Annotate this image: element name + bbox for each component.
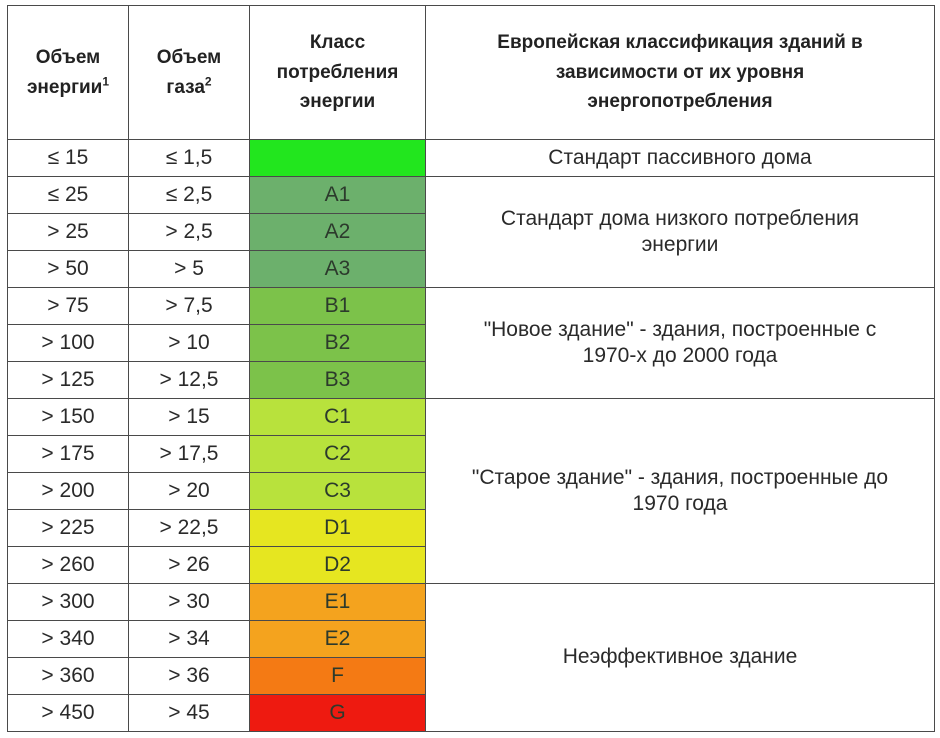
energy-class-table: Объем энергии1 Объем газа2 Класс потребл… — [7, 5, 935, 732]
header-desc-line3: энергопотребления — [587, 91, 773, 113]
table-row: > 150 > 15 C1 "Старое здание" - здания, пос… — [7, 398, 935, 584]
gas-volume-cell: > 30 — [128, 583, 250, 621]
gas-volume-cell: > 15 — [128, 398, 250, 436]
header-gas-line2: газа — [166, 76, 205, 98]
table-body: ≤ 15 ≤ 1,5 Стандарт пассивного дома ≤ 25 ≤ 2… — [7, 139, 935, 732]
gas-volume-cell: > 17,5 — [128, 435, 250, 473]
description-line: 1970 года — [632, 492, 728, 515]
classification-description: Стандарт дома низкого потребления энергии — [425, 176, 935, 288]
gas-volume-cell: > 22,5 — [128, 509, 250, 547]
description-line: 1970-х до 2000 года — [582, 344, 778, 367]
energy-class-cell: B1 — [249, 287, 426, 325]
energy-volume-cell: > 75 — [7, 287, 129, 325]
header-class-line3: энергии — [299, 91, 376, 113]
header-desc-line2: зависимости от их уровня — [555, 61, 805, 83]
table-row: > 340 > 34 E2 — [7, 620, 935, 658]
energy-class-cell: A3 — [249, 250, 426, 288]
energy-volume-cell: ≤ 15 — [7, 139, 129, 177]
energy-volume-cell: > 100 — [7, 324, 129, 362]
classification-description: Неэффективное здание — [425, 583, 935, 732]
energy-class-cell: A2 — [249, 213, 426, 251]
gas-volume-cell: > 20 — [128, 472, 250, 510]
table-row: > 100 > 10 B2 — [7, 324, 935, 362]
table-row: > 200 > 20 C3 — [7, 472, 935, 510]
energy-volume-cell: > 340 — [7, 620, 129, 658]
classification-description: Стандарт пассивного дома — [425, 139, 935, 177]
description-line: энергии — [641, 233, 719, 256]
description-line: Стандарт дома низкого потребления — [500, 206, 860, 230]
energy-class-cell: E1 — [249, 583, 426, 621]
table-row: > 175 > 17,5 C2 — [7, 435, 935, 473]
gas-volume-cell: > 45 — [128, 694, 250, 732]
footnote-2: 2 — [204, 74, 212, 89]
table-row: ≤ 15 ≤ 1,5 Стандарт пассивного дома — [7, 139, 935, 177]
gas-volume-cell: > 2,5 — [128, 213, 250, 251]
table-row: > 450 > 45 G — [7, 694, 935, 732]
gas-volume-cell: > 7,5 — [128, 287, 250, 325]
header-gas-volume: Объем газа2 — [128, 5, 250, 140]
header-gas-line1: Объем — [156, 47, 222, 69]
energy-volume-cell: > 260 — [7, 546, 129, 584]
header-energy-class: Класс потребления энергии — [249, 5, 426, 140]
header-energy-volume: Объем энергии1 — [7, 5, 129, 140]
table-row: > 225 > 22,5 D1 — [7, 509, 935, 547]
gas-volume-cell: > 12,5 — [128, 361, 250, 399]
energy-volume-cell: > 50 — [7, 250, 129, 288]
classification-description: "Старое здание" - здания, построенные до… — [425, 398, 935, 584]
energy-volume-cell: > 225 — [7, 509, 129, 547]
header-row: Объем энергии1 Объем газа2 Класс потребл… — [7, 5, 935, 140]
energy-class-cell: D1 — [249, 509, 426, 547]
energy-class-cell: E2 — [249, 620, 426, 658]
energy-class-cell: D2 — [249, 546, 426, 584]
table-row: > 125 > 12,5 B3 — [7, 361, 935, 399]
energy-class-cell: G — [249, 694, 426, 732]
description-line: Неэффективное здание — [562, 645, 798, 669]
table-row: > 50 > 5 A3 — [7, 250, 935, 288]
energy-class-cell: F — [249, 657, 426, 695]
energy-volume-cell: > 150 — [7, 398, 129, 436]
table-row: > 25 > 2,5 A2 — [7, 213, 935, 251]
energy-volume-cell: > 25 — [7, 213, 129, 251]
header-class-line1: Класс — [309, 32, 366, 54]
energy-volume-cell: > 125 — [7, 361, 129, 399]
energy-class-cell: B3 — [249, 361, 426, 399]
header-classification: Европейская классификация зданий в завис… — [425, 5, 935, 140]
energy-volume-cell: > 450 — [7, 694, 129, 732]
header-energy-line2: энергии — [26, 76, 103, 98]
energy-class-cell — [249, 139, 426, 177]
gas-volume-cell: > 36 — [128, 657, 250, 695]
gas-volume-cell: > 10 — [128, 324, 250, 362]
energy-class-cell: C3 — [249, 472, 426, 510]
energy-class-cell: C2 — [249, 435, 426, 473]
gas-volume-cell: > 5 — [128, 250, 250, 288]
gas-volume-cell: ≤ 1,5 — [128, 139, 250, 177]
energy-class-cell: A1 — [249, 176, 426, 214]
energy-class-cell: B2 — [249, 324, 426, 362]
energy-volume-cell: > 200 — [7, 472, 129, 510]
table-row: > 300 > 30 E1 Неэффективное здание — [7, 583, 935, 732]
classification-description: "Новое здание" - здания, построенные с 19… — [425, 287, 935, 399]
table-row: > 75 > 7,5 B1 "Новое здание" - здания, пост… — [7, 287, 935, 399]
gas-volume-cell: > 26 — [128, 546, 250, 584]
energy-volume-cell: > 300 — [7, 583, 129, 621]
energy-volume-cell: > 175 — [7, 435, 129, 473]
gas-volume-cell: ≤ 2,5 — [128, 176, 250, 214]
description-line: "Новое здание" - здания, построенные с — [483, 317, 877, 341]
header-desc-line1: Европейская классификация зданий в — [497, 32, 863, 54]
energy-class-cell: C1 — [249, 398, 426, 436]
header-class-line2: потребления — [276, 61, 399, 83]
description-line: "Старое здание" - здания, построенные до — [471, 465, 889, 489]
header-energy-line1: Объем — [35, 47, 101, 69]
energy-volume-cell: > 360 — [7, 657, 129, 695]
description-line: Стандарт пассивного дома — [548, 145, 812, 169]
table-row: ≤ 25 ≤ 2,5 A1 Стандарт дома низкого потребл… — [7, 176, 935, 288]
energy-volume-cell: ≤ 25 — [7, 176, 129, 214]
footnote-1: 1 — [102, 74, 110, 89]
gas-volume-cell: > 34 — [128, 620, 250, 658]
